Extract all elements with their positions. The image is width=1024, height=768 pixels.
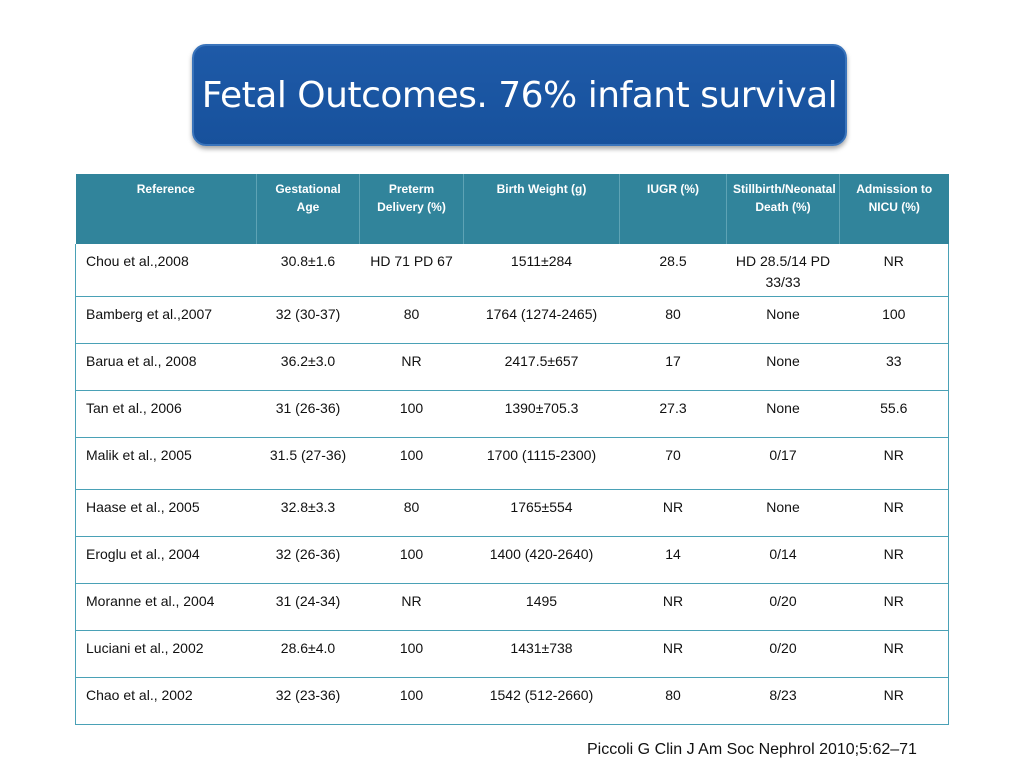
cell-nicu-admission: 55.6: [840, 390, 949, 437]
cell-reference: Bamberg et al.,2007: [76, 296, 257, 343]
cell-reference: Luciani et al., 2002: [76, 630, 257, 677]
cell-gestational-age: 32.8±3.3: [257, 489, 360, 536]
cell-preterm-delivery: 80: [360, 489, 464, 536]
cell-birth-weight: 1542 (512-2660): [464, 677, 620, 724]
cell-gestational-age: 31 (24-34): [257, 583, 360, 630]
fetal-outcomes-table: Reference Gestational Age Preterm Delive…: [75, 174, 949, 725]
cell-stillbirth-neonatal-death: None: [727, 390, 840, 437]
cell-gestational-age: 32 (23-36): [257, 677, 360, 724]
cell-nicu-admission: NR: [840, 583, 949, 630]
cell-birth-weight: 1700 (1115-2300): [464, 437, 620, 489]
table-header: Reference Gestational Age Preterm Delive…: [76, 174, 949, 244]
cell-birth-weight: 1511±284: [464, 244, 620, 296]
cell-gestational-age: 36.2±3.0: [257, 343, 360, 390]
header-birth-weight: Birth Weight (g): [464, 174, 620, 244]
table-row: Bamberg et al.,2007 32 (30-37) 80 1764 (…: [76, 296, 949, 343]
cell-gestational-age: 32 (26-36): [257, 536, 360, 583]
cell-iugr: NR: [620, 630, 727, 677]
cell-nicu-admission: NR: [840, 677, 949, 724]
cell-iugr: 80: [620, 677, 727, 724]
header-gestational-age: Gestational Age: [257, 174, 360, 244]
cell-iugr: 28.5: [620, 244, 727, 296]
cell-gestational-age: 30.8±1.6: [257, 244, 360, 296]
cell-preterm-delivery: 100: [360, 390, 464, 437]
cell-stillbirth-neonatal-death: None: [727, 343, 840, 390]
cell-reference: Chao et al., 2002: [76, 677, 257, 724]
cell-iugr: 14: [620, 536, 727, 583]
citation: Piccoli G Clin J Am Soc Nephrol 2010;5:6…: [587, 741, 917, 759]
header-reference: Reference: [76, 174, 257, 244]
cell-iugr: 17: [620, 343, 727, 390]
table-row: Barua et al., 2008 36.2±3.0 NR 2417.5±65…: [76, 343, 949, 390]
cell-stillbirth-neonatal-death: None: [727, 296, 840, 343]
cell-birth-weight: 1400 (420-2640): [464, 536, 620, 583]
cell-reference: Malik et al., 2005: [76, 437, 257, 489]
cell-preterm-delivery: NR: [360, 583, 464, 630]
title-box: Fetal Outcomes. 76% infant survival: [192, 44, 847, 146]
cell-birth-weight: 1764 (1274-2465): [464, 296, 620, 343]
table-row: Malik et al., 2005 31.5 (27-36) 100 1700…: [76, 437, 949, 489]
cell-iugr: 27.3: [620, 390, 727, 437]
cell-gestational-age: 31.5 (27-36): [257, 437, 360, 489]
cell-stillbirth-neonatal-death: None: [727, 489, 840, 536]
cell-reference: Moranne et al., 2004: [76, 583, 257, 630]
cell-iugr: NR: [620, 583, 727, 630]
cell-birth-weight: 1765±554: [464, 489, 620, 536]
cell-reference: Eroglu et al., 2004: [76, 536, 257, 583]
cell-stillbirth-neonatal-death: 0/20: [727, 630, 840, 677]
cell-preterm-delivery: 100: [360, 677, 464, 724]
cell-reference: Tan et al., 2006: [76, 390, 257, 437]
table-row: Haase et al., 2005 32.8±3.3 80 1765±554 …: [76, 489, 949, 536]
cell-gestational-age: 31 (26-36): [257, 390, 360, 437]
cell-reference: Barua et al., 2008: [76, 343, 257, 390]
cell-iugr: 80: [620, 296, 727, 343]
table-row: Tan et al., 2006 31 (26-36) 100 1390±705…: [76, 390, 949, 437]
cell-preterm-delivery: 100: [360, 630, 464, 677]
cell-nicu-admission: 100: [840, 296, 949, 343]
cell-nicu-admission: NR: [840, 437, 949, 489]
cell-iugr: NR: [620, 489, 727, 536]
header-row: Reference Gestational Age Preterm Delive…: [76, 174, 949, 244]
cell-stillbirth-neonatal-death: 0/14: [727, 536, 840, 583]
cell-reference: Haase et al., 2005: [76, 489, 257, 536]
cell-nicu-admission: NR: [840, 244, 949, 296]
header-nicu-admission: Admission to NICU (%): [840, 174, 949, 244]
cell-preterm-delivery: 100: [360, 437, 464, 489]
cell-reference: Chou et al.,2008: [76, 244, 257, 296]
table-row: Moranne et al., 2004 31 (24-34) NR 1495 …: [76, 583, 949, 630]
cell-preterm-delivery: 80: [360, 296, 464, 343]
table-row: Luciani et al., 2002 28.6±4.0 100 1431±7…: [76, 630, 949, 677]
cell-gestational-age: 32 (30-37): [257, 296, 360, 343]
cell-birth-weight: 2417.5±657: [464, 343, 620, 390]
table-row: Chao et al., 2002 32 (23-36) 100 1542 (5…: [76, 677, 949, 724]
header-iugr: IUGR (%): [620, 174, 727, 244]
cell-nicu-admission: NR: [840, 630, 949, 677]
header-preterm-delivery: Preterm Delivery (%): [360, 174, 464, 244]
cell-nicu-admission: NR: [840, 536, 949, 583]
cell-preterm-delivery: NR: [360, 343, 464, 390]
cell-stillbirth-neonatal-death: HD 28.5/14 PD 33/33: [727, 244, 840, 296]
cell-gestational-age: 28.6±4.0: [257, 630, 360, 677]
cell-nicu-admission: 33: [840, 343, 949, 390]
table-row: Chou et al.,2008 30.8±1.6 HD 71 PD 67 15…: [76, 244, 949, 296]
cell-preterm-delivery: HD 71 PD 67: [360, 244, 464, 296]
cell-iugr: 70: [620, 437, 727, 489]
table-row: Eroglu et al., 2004 32 (26-36) 100 1400 …: [76, 536, 949, 583]
cell-stillbirth-neonatal-death: 8/23: [727, 677, 840, 724]
slide-title: Fetal Outcomes. 76% infant survival: [202, 75, 837, 116]
cell-stillbirth-neonatal-death: 0/20: [727, 583, 840, 630]
cell-stillbirth-neonatal-death: 0/17: [727, 437, 840, 489]
cell-birth-weight: 1431±738: [464, 630, 620, 677]
cell-nicu-admission: NR: [840, 489, 949, 536]
cell-birth-weight: 1495: [464, 583, 620, 630]
cell-birth-weight: 1390±705.3: [464, 390, 620, 437]
cell-preterm-delivery: 100: [360, 536, 464, 583]
header-stillbirth-neonatal-death: Stillbirth/Neonatal Death (%): [727, 174, 840, 244]
